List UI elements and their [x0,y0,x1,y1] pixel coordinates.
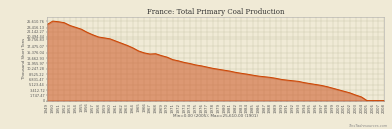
Title: France: Total Primary Coal Production: France: Total Primary Coal Production [147,8,284,16]
X-axis label: Min=0.00 (2005); Max=25,610.00 (1901): Min=0.00 (2005); Max=25,610.00 (1901) [173,114,258,118]
Text: TinsTadresources.com: TinsTadresources.com [349,124,388,128]
Y-axis label: Thousand Short Tons: Thousand Short Tons [22,38,25,79]
